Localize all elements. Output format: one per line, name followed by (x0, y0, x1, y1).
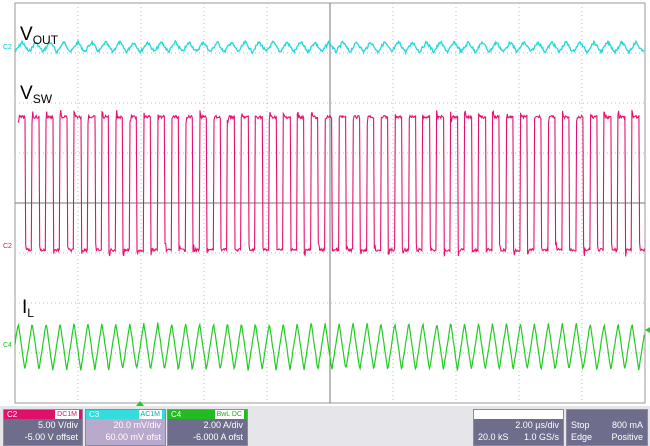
vsw-trace (17, 109, 646, 257)
trigger-level-marker (645, 327, 650, 333)
channel-name: C3 (89, 410, 100, 419)
channel-name: C2 (7, 410, 18, 419)
trigger-position-marker (136, 401, 144, 406)
channel-name: C4 (171, 410, 182, 419)
channel-scale: 20.0 mV/div (113, 420, 161, 430)
status-bar: C2 DC1M 5.00 V/div -5.00 V offset C3 AC1M … (0, 406, 650, 446)
il-trace (14, 322, 645, 371)
time-scale: 2.00 µs/div (515, 420, 559, 430)
label-sub: OUT (33, 33, 59, 47)
channel-marker: C2 (3, 243, 12, 250)
trigger-slope: Positive (611, 432, 643, 442)
channel-scale: 2.00 A/div (203, 420, 243, 430)
trigger-row: Edge Positive (567, 431, 647, 443)
channel-header: C2 DC1M (4, 410, 82, 419)
trigger-box: Stop 800 mA Edge Positive (566, 409, 648, 446)
trace-label: VSW (20, 83, 53, 106)
channel-offset: 60.00 mV ofst (105, 432, 161, 442)
channel-box: C4 BwL DC 2.00 A/div -6.000 A ofst (167, 409, 248, 446)
timebase-header (474, 410, 563, 419)
trace-label: VOUT (20, 24, 59, 47)
scope-screen: VOUT VSW IL C2 C2 C4 (3, 2, 650, 406)
waveforms (14, 38, 646, 371)
channel-scale: 5.00 V/div (37, 420, 78, 430)
trace-label: IL (22, 297, 34, 320)
label-main: V (20, 24, 33, 45)
channel-header: C3 AC1M (86, 410, 165, 419)
coupling: AC1M (138, 410, 162, 419)
samples: 20.0 kS (478, 432, 509, 442)
trigger-row: Stop 800 mA (567, 419, 647, 431)
label-main: I (22, 297, 27, 318)
label-main: V (20, 83, 33, 104)
channel-header: C4 BwL DC (168, 410, 247, 419)
trigger-mode: Stop (571, 420, 590, 430)
trigger-type: Edge (571, 432, 593, 442)
coupling: DC1M (55, 410, 79, 419)
label-sub: L (27, 306, 34, 320)
timebase-row: 20.0 kS 1.0 GS/s (474, 431, 563, 443)
trigger-level: 800 mA (611, 420, 643, 430)
timebase-box: 2.00 µs/div 20.0 kS 1.0 GS/s (473, 409, 564, 446)
channel-offset: -6.000 A ofst (192, 432, 243, 442)
channel-marker: C4 (3, 342, 12, 349)
channel-marker: C2 (3, 44, 12, 51)
channel-offset: -5.00 V offset (24, 432, 78, 442)
vout-trace (14, 38, 645, 56)
coupling: BwL DC (214, 410, 244, 419)
channel-box: C2 DC1M 5.00 V/div -5.00 V offset (3, 409, 83, 446)
label-sub: SW (33, 92, 53, 106)
channel-box: C3 AC1M 20.0 mV/div 60.00 mV ofst (85, 409, 166, 446)
sample-rate: 1.0 GS/s (523, 432, 559, 442)
